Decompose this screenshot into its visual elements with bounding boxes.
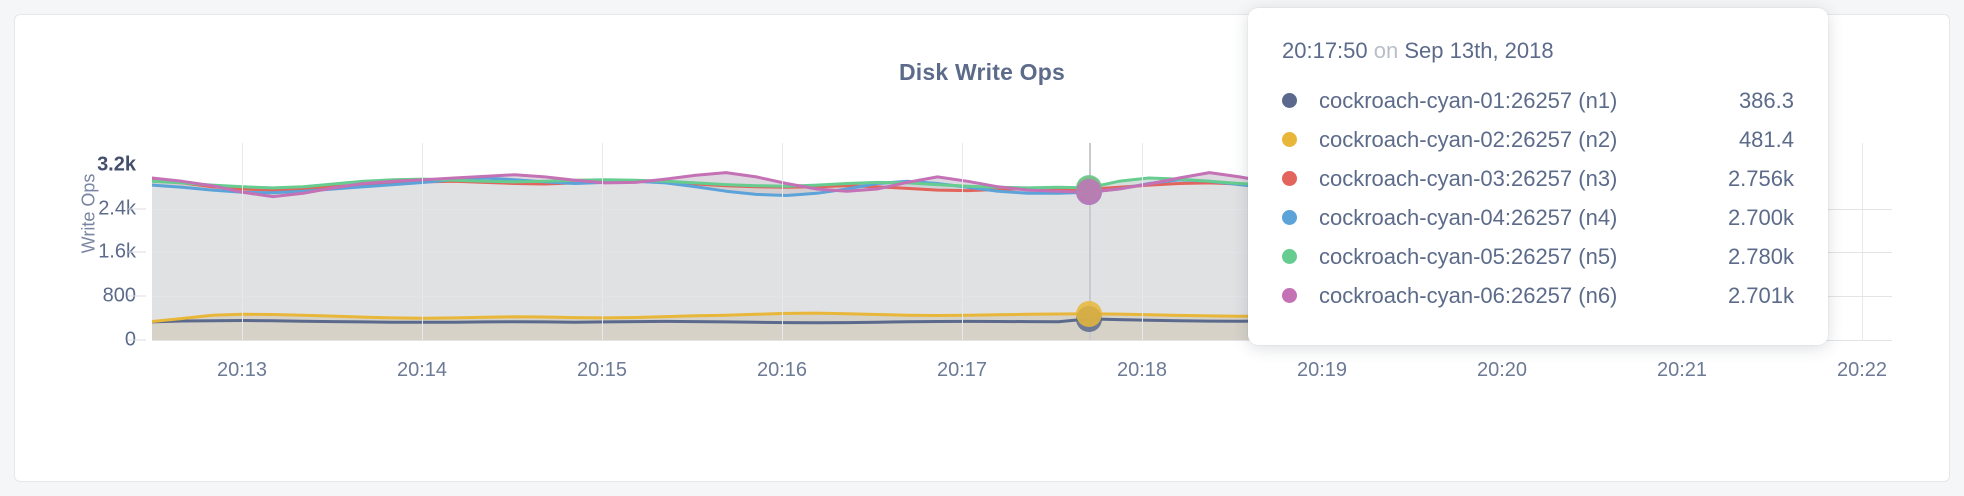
tooltip-rows: cockroach-cyan-01:26257 (n1) 386.3 cockroa… [1282, 81, 1794, 315]
tooltip-series-label: cockroach-cyan-05:26257 (n5) [1319, 243, 1618, 269]
tooltip-series-value: 2.756k [1727, 165, 1794, 191]
y-tick-label: 800 [102, 284, 136, 307]
y-tick-label: 3.2k [97, 153, 136, 176]
x-tick-label: 20:19 [1296, 359, 1348, 381]
tooltip-on-word: on [1373, 38, 1399, 63]
y-tick-mark [128, 208, 146, 210]
series-swatch-icon [1282, 93, 1297, 108]
x-tick-label: 20:21 [1656, 359, 1708, 381]
y-tick-mark [128, 339, 146, 341]
y-tick-label: 0 [124, 328, 136, 351]
tooltip-series-label: cockroach-cyan-02:26257 (n2) [1319, 126, 1618, 152]
tooltip-row: cockroach-cyan-03:26257 (n3) 2.756k [1282, 159, 1794, 198]
hover-marker-n6 [1075, 179, 1102, 206]
gridline-vertical [422, 143, 423, 340]
x-tick-label: 20:15 [576, 359, 628, 381]
chart-title: Disk Write Ops [899, 59, 1065, 85]
tooltip-series-value: 2.701k [1727, 282, 1794, 308]
x-tick-label: 20:22 [1836, 359, 1888, 381]
x-tick-label: 20:20 [1476, 359, 1528, 381]
x-tick-label: 20:18 [1116, 359, 1168, 381]
tooltip-row: cockroach-cyan-01:26257 (n1) 386.3 [1282, 81, 1794, 120]
y-tick-label: 1.6k [98, 240, 136, 263]
x-tick-label: 20:14 [396, 359, 448, 381]
tooltip-row: cockroach-cyan-02:26257 (n2) 481.4 [1282, 120, 1794, 159]
gridline-vertical [1862, 143, 1863, 340]
gridline-horizontal [152, 208, 1892, 210]
tooltip-series-label: cockroach-cyan-03:26257 (n3) [1319, 165, 1618, 191]
series-swatch-icon [1282, 249, 1297, 264]
hover-marker-n2 [1075, 300, 1102, 327]
hover-tooltip: 20:17:50 on Sep 13th, 2018 cockroach-cya… [1248, 8, 1828, 345]
y-tick-mark [128, 251, 146, 253]
tooltip-row: cockroach-cyan-05:26257 (n5) 2.780k [1282, 237, 1794, 276]
series-swatch-icon [1282, 288, 1297, 303]
gridline-horizontal [152, 296, 1892, 298]
x-tick-label: 20:17 [936, 359, 988, 381]
tooltip-date: Sep 13th, 2018 [1404, 38, 1554, 63]
gridline-vertical [962, 143, 963, 340]
y-tick-label: 2.4k [98, 197, 136, 220]
gridline-horizontal [152, 340, 1892, 341]
tooltip-row: cockroach-cyan-04:26257 (n4) 2.700k [1282, 198, 1794, 237]
gridline-vertical [1142, 143, 1143, 340]
tooltip-series-label: cockroach-cyan-06:26257 (n6) [1319, 282, 1618, 308]
tooltip-series-value: 481.4 [1738, 126, 1794, 152]
tooltip-series-label: cockroach-cyan-01:26257 (n1) [1319, 87, 1618, 113]
tooltip-time: 20:17:50 [1282, 38, 1368, 63]
x-tick-label: 20:16 [756, 359, 808, 381]
x-tick-label: 20:13 [216, 359, 268, 381]
tooltip-series-label: cockroach-cyan-04:26257 (n4) [1319, 204, 1618, 230]
gridline-vertical [242, 143, 243, 340]
series-swatch-icon [1282, 210, 1297, 225]
tooltip-row: cockroach-cyan-06:26257 (n6) 2.701k [1282, 276, 1794, 315]
y-tick-mark [128, 295, 146, 297]
tooltip-series-value: 2.780k [1727, 243, 1794, 269]
tooltip-series-value: 2.700k [1727, 204, 1794, 230]
gridline-vertical [602, 143, 603, 340]
tooltip-header: 20:17:50 on Sep 13th, 2018 [1282, 38, 1794, 64]
hover-crosshair [1088, 143, 1091, 340]
tooltip-series-value: 386.3 [1738, 87, 1794, 113]
series-swatch-icon [1282, 132, 1297, 147]
series-swatch-icon [1282, 171, 1297, 186]
gridline-horizontal [152, 252, 1892, 254]
gridline-vertical [782, 143, 783, 340]
